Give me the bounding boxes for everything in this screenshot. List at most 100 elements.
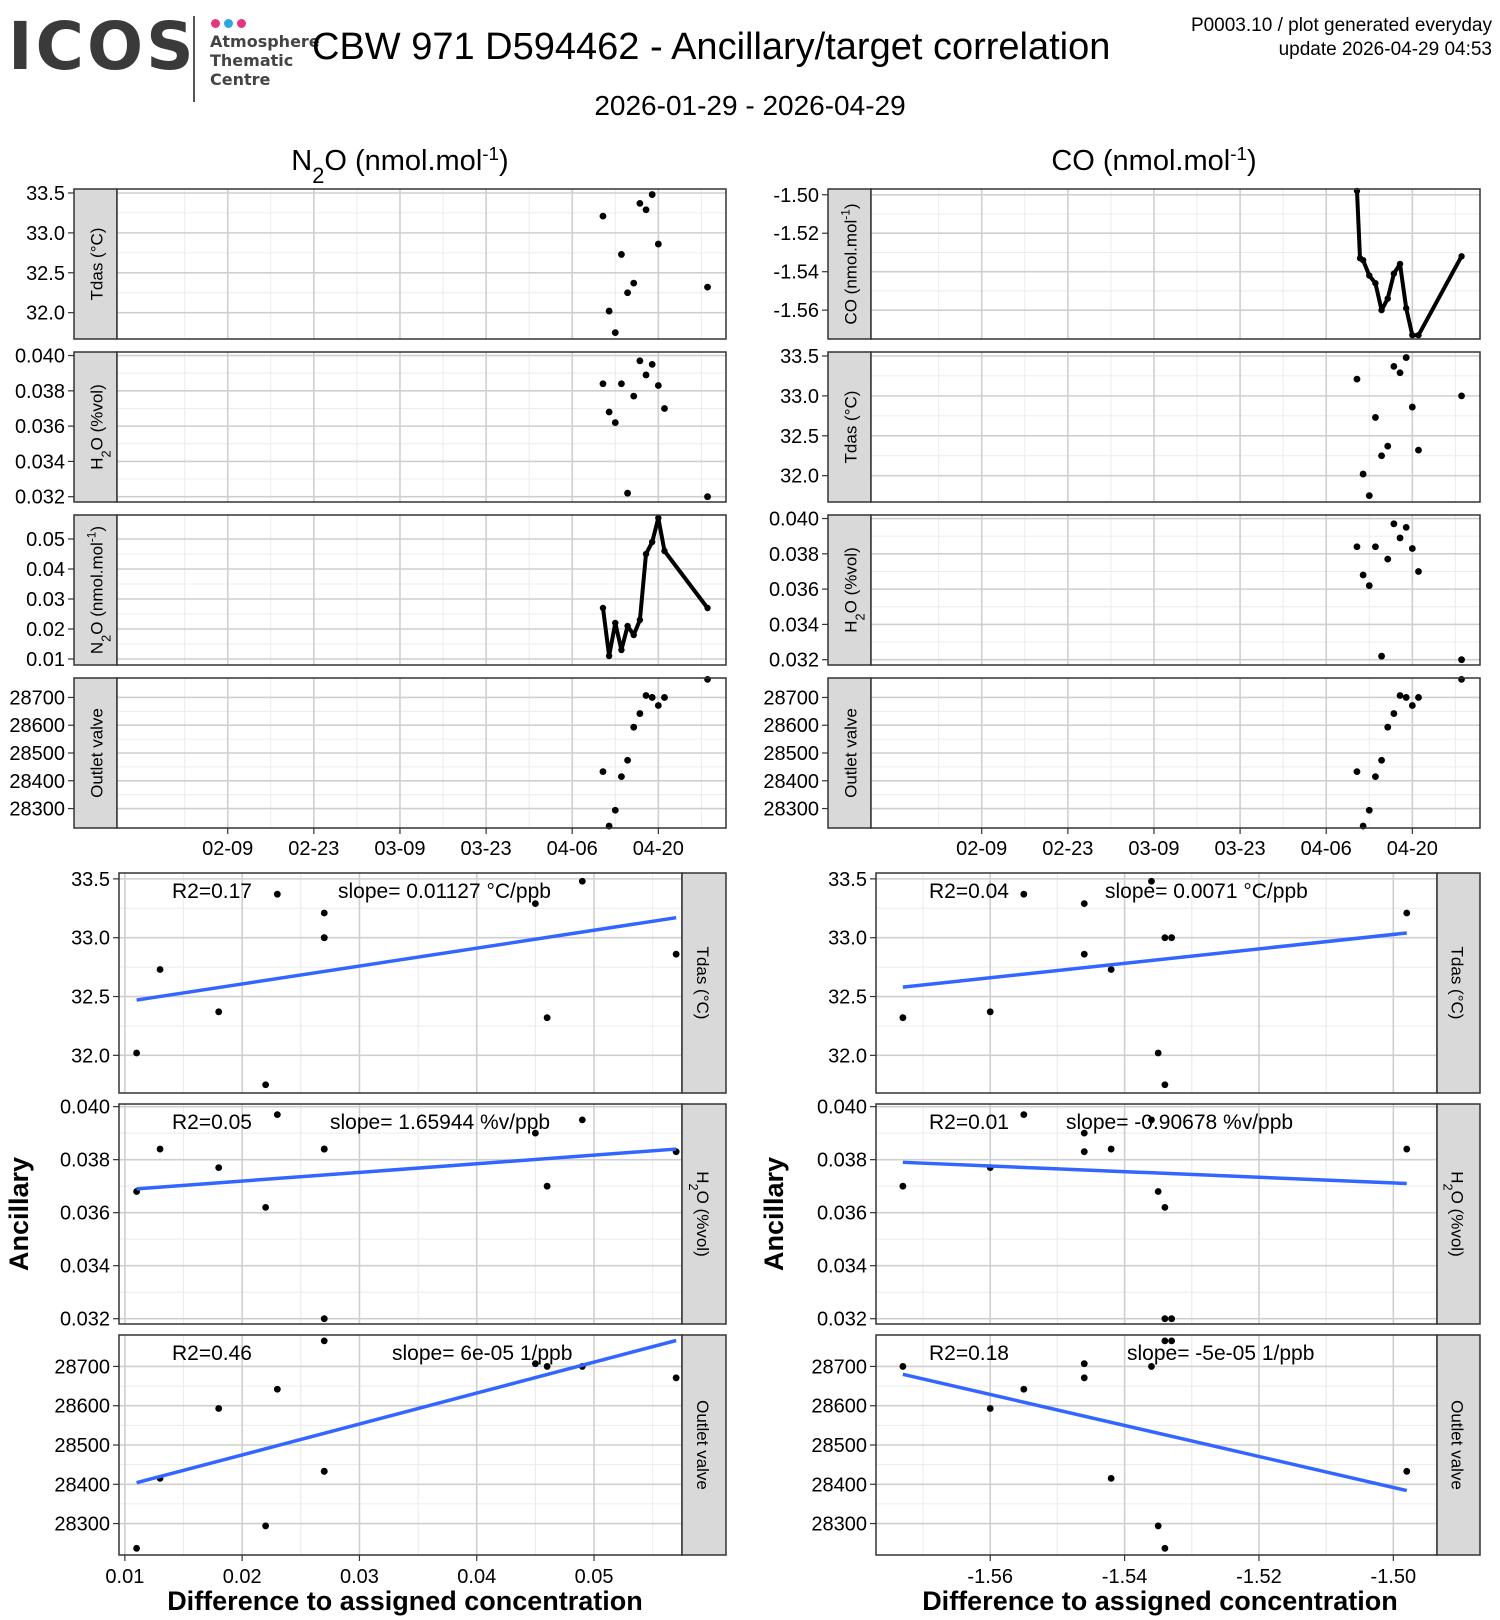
x-tick-label: 0.02 bbox=[223, 1566, 262, 1588]
correlation-panel: 28700 28600 28500 28400 28300 R2=0.46 slope= 6… bbox=[54, 1334, 727, 1588]
y-tick-label: 28300 bbox=[811, 1514, 867, 1536]
y-tick-label: 33.5 bbox=[26, 183, 65, 205]
y-tick-label: 28600 bbox=[9, 715, 65, 737]
data-point bbox=[133, 1049, 140, 1057]
facet-strip bbox=[681, 1334, 727, 1556]
data-point bbox=[618, 646, 625, 654]
panel-background bbox=[876, 1104, 1437, 1324]
data-point bbox=[1161, 1315, 1169, 1323]
logo-dot bbox=[224, 19, 233, 28]
facet-strip-label: H2O (%vol) bbox=[1441, 1171, 1467, 1257]
facet-strip-label: H2O (%vol) bbox=[88, 384, 114, 470]
data-point bbox=[320, 1467, 328, 1475]
y-tick-label: 0.038 bbox=[15, 381, 65, 403]
data-point bbox=[655, 514, 662, 522]
y-tick-label: 0.040 bbox=[769, 509, 819, 531]
data-point bbox=[1080, 1129, 1088, 1137]
panel-background bbox=[871, 515, 1480, 665]
data-point bbox=[1365, 806, 1373, 814]
data-point bbox=[611, 329, 619, 337]
data-point bbox=[262, 1081, 270, 1089]
data-point bbox=[899, 1363, 907, 1370]
series-line bbox=[601, 516, 710, 658]
data-point bbox=[531, 1129, 539, 1137]
y-tick-label: 0.038 bbox=[769, 544, 819, 566]
data-point bbox=[1107, 966, 1115, 973]
y-tick-label: 32.5 bbox=[828, 987, 867, 1009]
panel-background bbox=[876, 873, 1437, 1093]
data-point bbox=[1365, 492, 1373, 500]
data-point bbox=[899, 1182, 907, 1190]
data-point bbox=[1390, 520, 1398, 528]
data-point bbox=[215, 1405, 223, 1412]
r2-annotation: R2=0.04 bbox=[929, 880, 1009, 903]
x-tick-label: 04-20 bbox=[633, 838, 684, 860]
data-point bbox=[1359, 256, 1367, 264]
data-point bbox=[636, 616, 644, 624]
data-point bbox=[605, 408, 613, 416]
time-series-panel: Tdas (°C) 33.5 33.0 32.5 32.0 bbox=[780, 346, 1481, 503]
data-point bbox=[1359, 470, 1367, 478]
data-point bbox=[624, 289, 631, 297]
data-point bbox=[1161, 1337, 1169, 1345]
panel-border bbox=[870, 351, 1481, 503]
data-point bbox=[618, 773, 625, 781]
data-point bbox=[1396, 369, 1404, 377]
data-point bbox=[642, 550, 650, 558]
data-point bbox=[605, 307, 613, 315]
y-tick-label: 0.036 bbox=[769, 579, 819, 601]
data-point bbox=[1390, 362, 1398, 370]
facet-strip-label: Tdas (°C) bbox=[1448, 947, 1467, 1020]
panel-border bbox=[116, 514, 727, 666]
data-point bbox=[273, 1111, 281, 1119]
time-series-panel: Tdas (°C) 33.5 33.0 32.5 32.0 bbox=[26, 183, 727, 340]
y-tick-label: 32.5 bbox=[780, 426, 819, 448]
logo-subtitle: Atmosphere Thematic Centre bbox=[210, 32, 320, 89]
x-tick-label: 03-23 bbox=[1215, 838, 1266, 860]
data-point bbox=[1080, 950, 1088, 958]
slope-annotation: slope= 1.65944 %v/ppb bbox=[330, 1111, 550, 1134]
data-point bbox=[630, 723, 638, 731]
panel-background bbox=[117, 515, 726, 665]
data-point bbox=[262, 1522, 270, 1530]
data-point bbox=[1403, 1467, 1411, 1475]
data-point bbox=[1458, 392, 1465, 400]
data-point bbox=[661, 547, 668, 555]
data-point bbox=[704, 493, 711, 501]
data-point bbox=[1384, 442, 1392, 450]
data-point bbox=[1384, 555, 1392, 563]
y-axis-title: Ancillary bbox=[4, 1157, 34, 1271]
correlation-panel: 0.040 0.038 0.036 0.034 0.032 R2=0.01 slope= -… bbox=[817, 1097, 1481, 1331]
data-point bbox=[1353, 768, 1361, 776]
y-tick-label: 32.0 bbox=[71, 1045, 110, 1067]
facet-strip bbox=[1436, 872, 1481, 1094]
x-tick-label: -1.50 bbox=[1371, 1566, 1417, 1588]
data-point bbox=[215, 1164, 223, 1172]
facet-strip-label: Tdas (°C) bbox=[88, 228, 107, 301]
panel-background bbox=[117, 352, 726, 502]
data-point bbox=[704, 675, 711, 683]
data-point bbox=[899, 1014, 907, 1022]
y-tick-label: 32.5 bbox=[26, 263, 65, 285]
slope-annotation: slope= 6e-05 1/ppb bbox=[392, 1342, 572, 1365]
x-tick-label: 0.05 bbox=[575, 1566, 614, 1588]
data-point bbox=[1148, 1116, 1155, 1124]
data-point bbox=[1408, 403, 1416, 411]
data-point bbox=[1408, 702, 1416, 709]
data-point bbox=[599, 212, 607, 220]
data-point bbox=[1396, 260, 1404, 268]
logo-dot bbox=[237, 19, 246, 28]
y-tick-label: 28400 bbox=[763, 771, 819, 793]
data-point bbox=[636, 199, 644, 207]
data-point bbox=[1372, 414, 1379, 421]
regression-line bbox=[136, 1147, 677, 1191]
data-point bbox=[262, 1203, 270, 1211]
data-point bbox=[611, 806, 619, 814]
y-tick-label: 0.040 bbox=[60, 1097, 110, 1119]
y-tick-label: 28400 bbox=[9, 771, 65, 793]
data-point bbox=[672, 1374, 680, 1382]
data-point bbox=[1148, 877, 1155, 885]
facet-strip-label: N2O (nmol.mol-1) bbox=[85, 526, 114, 654]
data-point bbox=[1168, 1315, 1176, 1323]
